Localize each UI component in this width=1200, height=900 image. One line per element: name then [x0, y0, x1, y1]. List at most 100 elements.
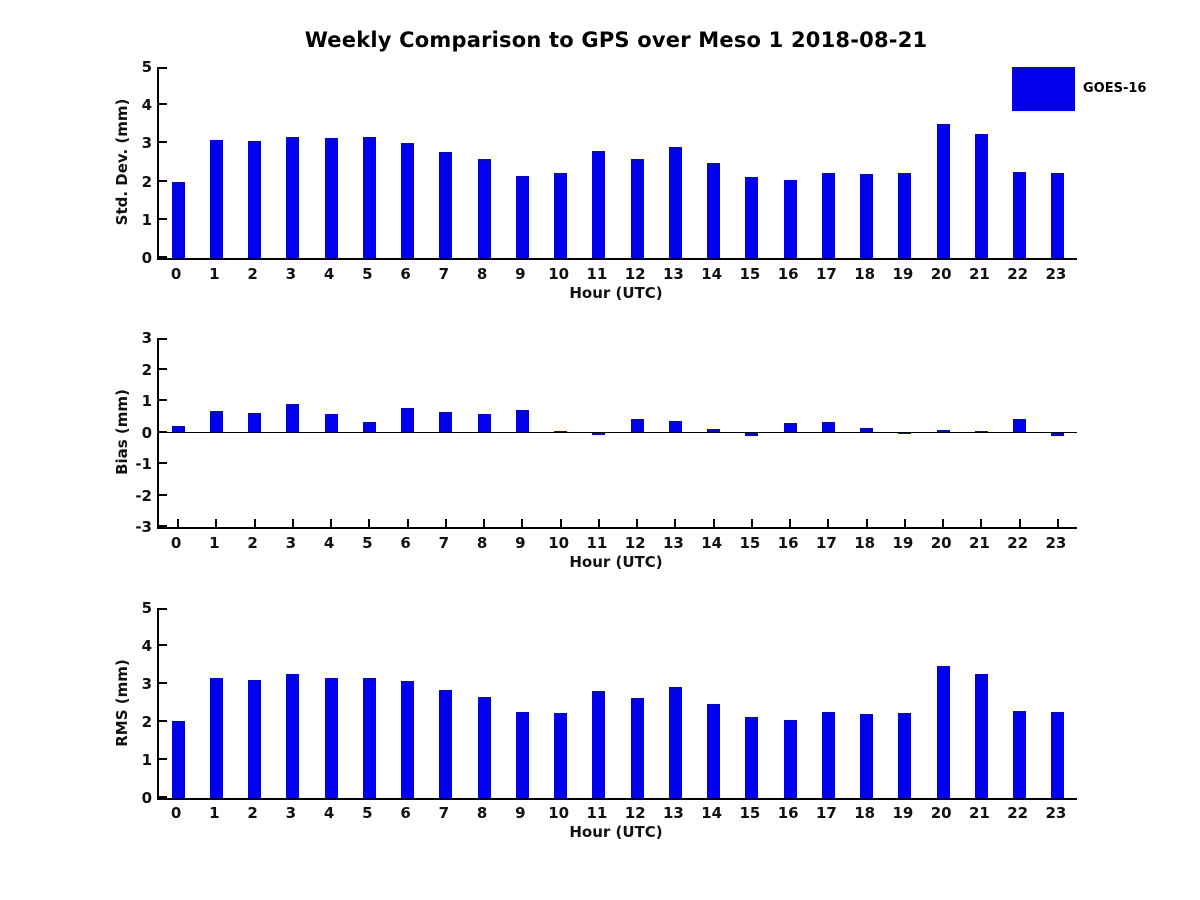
- y-tick-label: 5: [141, 58, 152, 76]
- bar-hour-12: [630, 419, 644, 433]
- plot-rms: [157, 608, 1077, 800]
- bar-hour-6: [401, 142, 415, 258]
- x-tick-label: 1: [209, 804, 220, 822]
- x-tick-label: 23: [1045, 265, 1067, 283]
- x-tick-label: 9: [515, 265, 526, 283]
- y-tick: [159, 758, 167, 760]
- x-tick: [330, 519, 333, 527]
- x-tick-label: 14: [701, 804, 723, 822]
- y-tick-label: 4: [141, 96, 152, 115]
- bar-hour-4: [324, 414, 338, 433]
- x-tick-label: 17: [815, 265, 837, 283]
- x-tick-label: 15: [739, 534, 761, 552]
- x-tick-label: 15: [739, 265, 761, 283]
- x-tick-label: 21: [968, 265, 990, 283]
- ylabel-rms: RMS (mm): [113, 659, 131, 747]
- x-tick-label: 3: [285, 534, 297, 552]
- bar-hour-0: [171, 182, 185, 258]
- y-tick: [159, 141, 167, 144]
- bar-hour-22: [1013, 710, 1027, 798]
- bar-hour-23: [1051, 432, 1065, 436]
- x-tick-label: 5: [362, 265, 373, 283]
- x-tick: [674, 519, 677, 527]
- x-tick-label: 12: [624, 804, 646, 822]
- bar-hour-5: [362, 422, 376, 433]
- x-tick-row-std-dev: 0 1 2 3 4 5 6 7 8 9 10 11 12 13 14 15 16 17 18 19 20 21 22 23: [157, 265, 1075, 283]
- bar-hour-16: [783, 180, 797, 258]
- x-tick: [1018, 519, 1021, 527]
- bar-hour-15: [745, 716, 759, 798]
- bar-hour-20: [936, 124, 950, 258]
- bar-hour-10: [554, 173, 568, 258]
- bar-hour-8: [477, 158, 491, 258]
- x-tick-label: 6: [400, 804, 411, 822]
- x-tick-label: 11: [586, 265, 608, 283]
- bar-hour-11: [592, 691, 606, 798]
- bar-hour-21: [974, 431, 988, 433]
- y-tick: [159, 103, 167, 106]
- x-tick-label: 17: [815, 534, 837, 552]
- x-tick: [980, 519, 983, 527]
- x-tick-label: 17: [815, 804, 837, 822]
- bar-hour-22: [1013, 419, 1027, 433]
- bar-hour-4: [324, 677, 338, 798]
- y-tick: [159, 367, 167, 370]
- bar-hour-15: [745, 177, 759, 258]
- x-tick-label: 9: [515, 534, 526, 552]
- x-tick-label: 5: [362, 804, 373, 822]
- bar-hour-7: [439, 690, 453, 798]
- y-tick-label: 2: [141, 360, 152, 379]
- y-tick-label: 1: [141, 210, 152, 229]
- x-tick-label: 2: [247, 265, 258, 283]
- chart-title: Weekly Comparison to GPS over Meso 1 201…: [304, 28, 928, 52]
- x-tick-label: 14: [701, 534, 723, 552]
- x-tick: [291, 519, 294, 527]
- x-tick-label: 18: [854, 265, 876, 283]
- bar-hour-16: [783, 423, 797, 433]
- y-tick-label: 3: [141, 134, 152, 153]
- x-tick-label: 6: [400, 534, 411, 552]
- x-tick-row-bias: 0 1 2 3 4 5 6 7 8 9 10 11 12 13 14 15 16 17 18 19 20 21 22 23: [157, 534, 1075, 552]
- x-tick-label: 10: [548, 534, 570, 552]
- legend-swatch-goes16: [1012, 67, 1075, 111]
- x-tick-label: 4: [323, 265, 335, 283]
- x-tick-label: 22: [1007, 534, 1029, 552]
- x-tick: [903, 519, 906, 527]
- x-tick-label: 2: [247, 534, 258, 552]
- bar-hour-8: [477, 414, 491, 433]
- x-tick-label: 22: [1007, 265, 1029, 283]
- x-tick-label: 18: [854, 804, 876, 822]
- x-tick-label: 14: [701, 265, 723, 283]
- x-tick: [865, 519, 868, 527]
- x-tick-label: 0: [170, 265, 182, 283]
- x-tick-label: 4: [323, 534, 335, 552]
- bar-hour-13: [668, 147, 682, 258]
- bar-hour-11: [592, 432, 606, 436]
- zero-line: [159, 431, 1077, 434]
- x-tick-label: 22: [1007, 804, 1029, 822]
- bar-hour-18: [860, 428, 874, 433]
- x-tick-label: 1: [209, 534, 220, 552]
- bar-hour-1: [209, 139, 223, 258]
- bar-hour-7: [439, 151, 453, 258]
- y-tick: [159, 644, 167, 646]
- y-tick: [159, 493, 167, 496]
- y-tick: [159, 256, 167, 258]
- y-tick-label: 2: [141, 172, 152, 191]
- bar-hour-14: [707, 703, 721, 798]
- x-tick-label: 18: [854, 534, 876, 552]
- x-tick-label: 20: [930, 265, 952, 283]
- x-tick-label: 19: [892, 534, 914, 552]
- x-tick-label: 3: [285, 804, 297, 822]
- legend-label: GOES-16: [1083, 81, 1147, 96]
- ylabel-std-dev: Std. Dev. (mm): [113, 98, 131, 226]
- xlabel-bias: Hour (UTC): [569, 553, 663, 571]
- x-tick-label: 11: [586, 804, 608, 822]
- x-tick: [253, 519, 256, 527]
- plot-std-dev: [157, 67, 1077, 260]
- x-tick: [789, 519, 792, 527]
- bar-hour-20: [936, 665, 950, 798]
- bar-hour-3: [286, 673, 300, 798]
- x-tick-label: 6: [400, 265, 411, 283]
- bar-hour-3: [286, 404, 300, 433]
